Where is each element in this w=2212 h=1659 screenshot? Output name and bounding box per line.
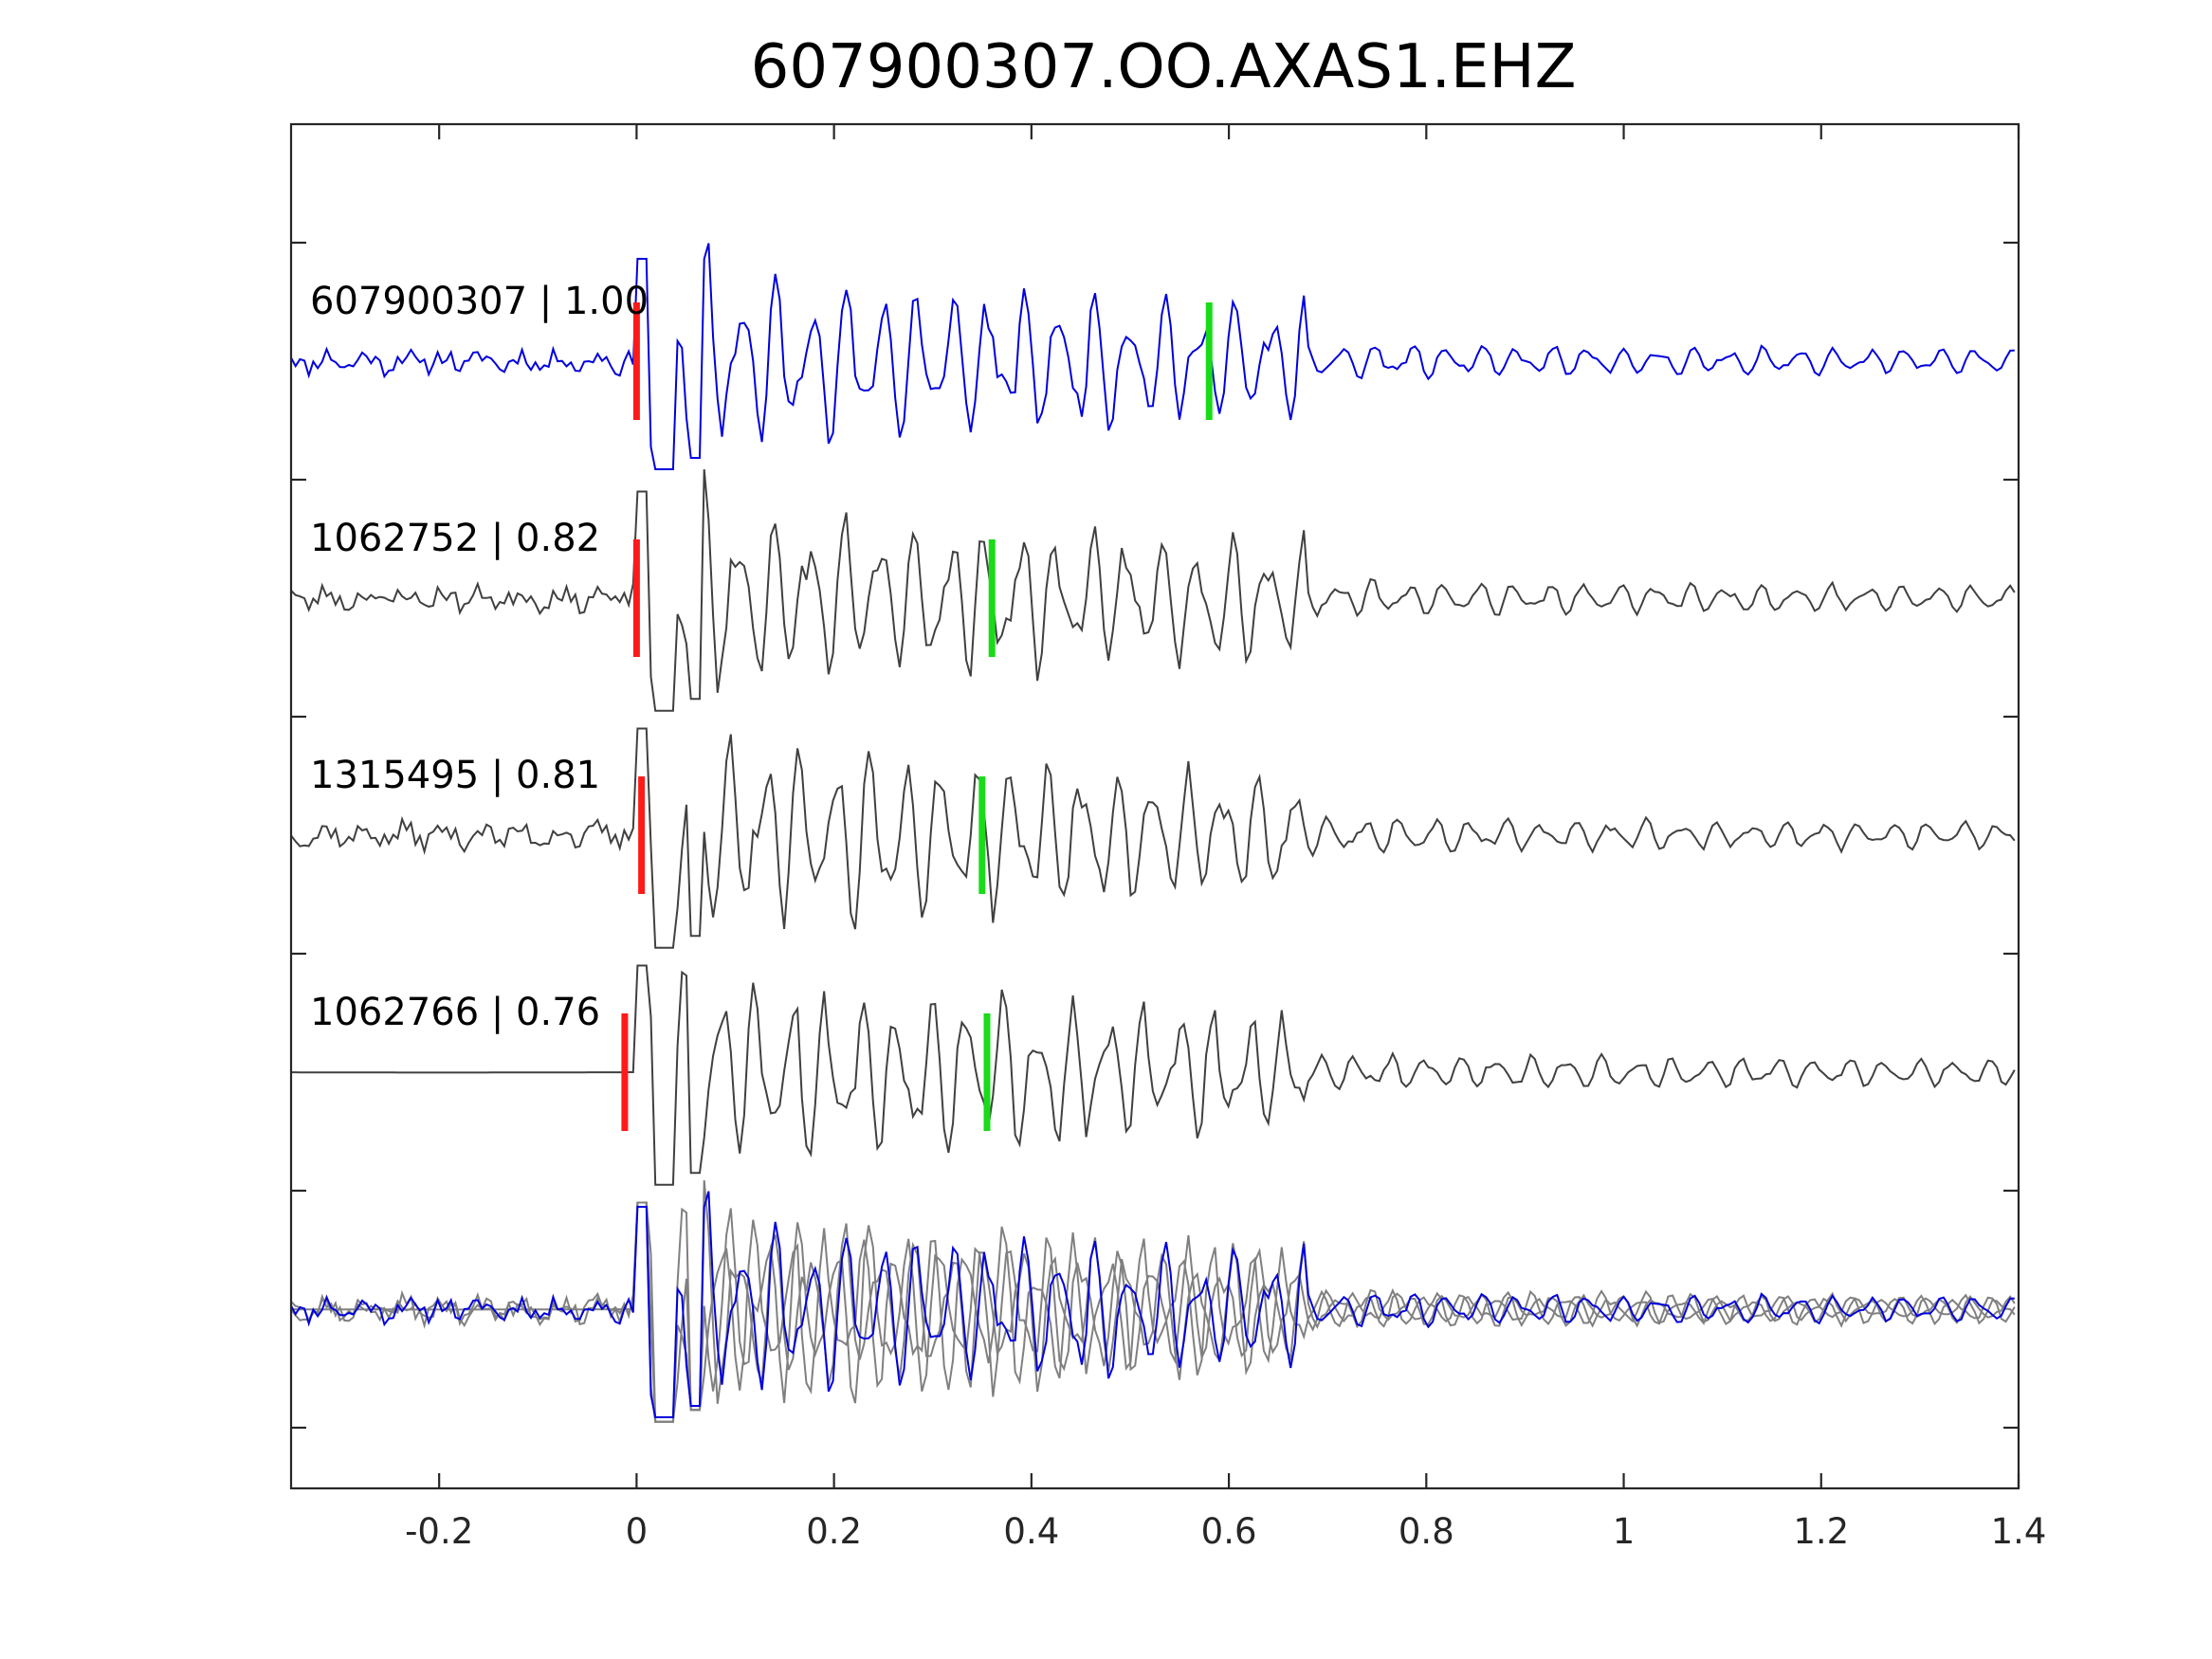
trace-label: 1062752 | 0.82 (310, 517, 600, 560)
trace-labels: 607900307 | 1.00 1062752 | 0.82 1315495 | … (310, 280, 649, 1034)
overlay-trace (291, 1201, 2016, 1423)
overlay-trace (290, 1201, 2016, 1423)
x-tick-label: 0.8 (1398, 1511, 1454, 1552)
waveform-trace (291, 964, 2016, 1186)
x-tick-label: -0.2 (405, 1511, 473, 1552)
stacked-overlay (290, 1180, 2016, 1423)
x-tick-label: 0.6 (1201, 1511, 1257, 1552)
waveform-trace (290, 469, 2016, 712)
overlay-reference-trace (290, 1191, 2015, 1418)
x-tick-label: 1.4 (1991, 1511, 2047, 1552)
phase-picks (621, 302, 1213, 1131)
plot-axes-box (289, 122, 2020, 1490)
trace-label: 1315495 | 0.81 (310, 754, 600, 797)
x-tick-label: 1 (1613, 1511, 1636, 1552)
x-tick-label: 0.2 (806, 1511, 862, 1552)
waveform-traces (290, 243, 2016, 1186)
x-tick-label: 1.2 (1793, 1511, 1849, 1552)
x-tick-label: 0.4 (1003, 1511, 1059, 1552)
x-tick-label: 0 (626, 1511, 649, 1552)
waveform-trace (290, 727, 2016, 949)
waveform-trace (290, 243, 2015, 470)
chart-title: 607900307.OO.AXAS1.EHZ (751, 32, 1577, 102)
axis-ticks: -0.2 0 0.2 0.4 0.6 0.8 1 1.2 1.4 (291, 124, 2046, 1552)
trace-label: 1062766 | 0.76 (310, 991, 600, 1034)
trace-label: 607900307 | 1.00 (310, 280, 649, 323)
